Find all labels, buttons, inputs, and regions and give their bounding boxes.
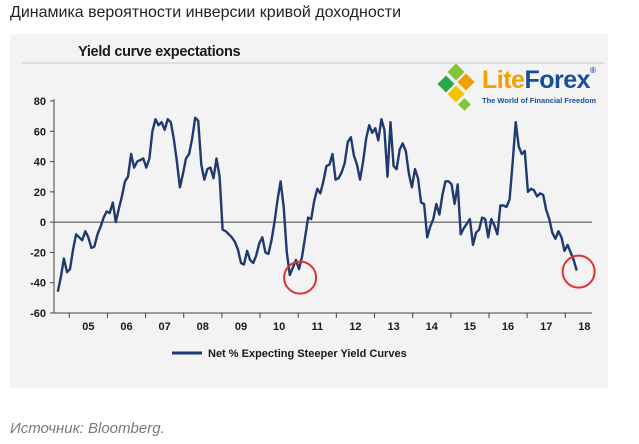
highlight-circle (561, 254, 596, 289)
x-tick-label: 07 (159, 321, 171, 333)
logo-tagline: The World of Financial Freedom (482, 96, 597, 105)
x-tick-label: 05 (82, 321, 94, 333)
series-line (56, 116, 578, 293)
logo-forex-text: Forex (524, 66, 591, 94)
y-tick-label: 60 (34, 126, 46, 138)
y-tick-label: 20 (34, 187, 46, 199)
logo-mark-icon (437, 64, 475, 111)
x-tick-label: 10 (273, 321, 285, 333)
logo-wordmark: LiteForex® (482, 66, 596, 95)
logo-lite-text: Lite (482, 66, 525, 94)
plot-area (56, 116, 596, 295)
x-tick-label: 12 (349, 321, 361, 333)
x-tick-label: 08 (197, 321, 209, 333)
x-tick-label: 06 (120, 321, 132, 333)
x-tick-label: 11 (311, 321, 323, 333)
chart-title: Yield curve expectations (78, 44, 241, 60)
x-tick-label: 15 (464, 321, 476, 333)
y-tick-label: -40 (30, 278, 46, 290)
x-tick-label: 14 (426, 321, 439, 333)
yield-curve-chart: Yield curve expectations -60 -40 -20 0 20 40 6… (22, 44, 604, 360)
x-tick-label: 17 (540, 321, 552, 333)
highlight-circle (283, 260, 318, 295)
source-note: Источник: Bloomberg. (10, 420, 165, 437)
x-tick-label: 18 (578, 321, 590, 333)
legend-label: Net % Expecting Steeper Yield Curves (208, 348, 407, 360)
page-heading: Динамика вероятности инверсии кривой дох… (10, 4, 401, 21)
chart-panel: Yield curve expectations -60 -40 -20 0 20 40 6… (10, 34, 608, 388)
x-tick-label: 16 (502, 321, 514, 333)
y-tick-label: -20 (30, 247, 46, 259)
logo-reg-mark: ® (590, 66, 596, 75)
y-tick-label: 40 (34, 157, 46, 169)
y-tick-label: 80 (34, 96, 46, 108)
x-tick-label: 13 (387, 321, 399, 333)
x-tick-label: 09 (235, 321, 247, 333)
chart-legend: Net % Expecting Steeper Yield Curves (172, 348, 407, 360)
y-tick-label: 0 (40, 217, 46, 229)
liteforex-logo: LiteForex® The World of Financial Freedo… (436, 62, 606, 120)
chart-axes: -60 -40 -20 0 20 40 60 80 05 06 07 08 09 10 11 12 13 14 15… (30, 96, 592, 333)
y-tick-label: -60 (30, 308, 46, 320)
